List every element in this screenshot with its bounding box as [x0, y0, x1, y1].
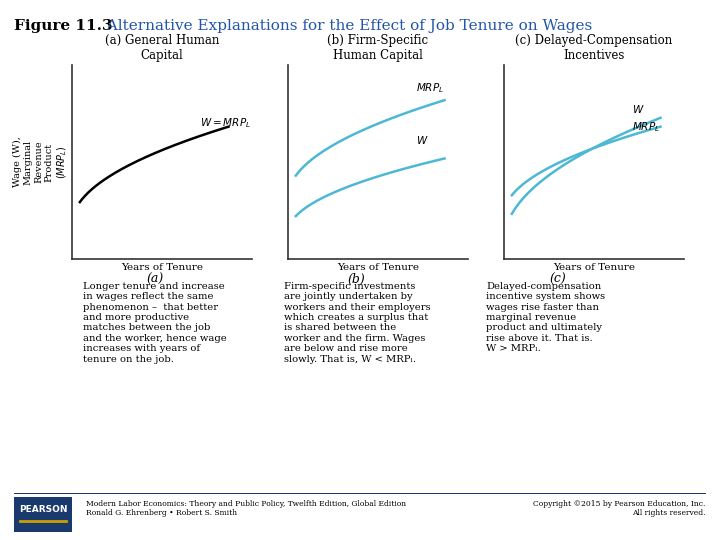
Text: (b): (b) — [348, 273, 365, 286]
Text: Copyright ©2015 by Pearson Education, Inc.
All rights reserved.: Copyright ©2015 by Pearson Education, In… — [534, 500, 706, 517]
Text: $W$: $W$ — [632, 103, 645, 114]
Y-axis label: Wage (W),
Marginal
Revenue
Product
$(MRP_L)$: Wage (W), Marginal Revenue Product $(MRP… — [14, 137, 69, 187]
Text: $W$: $W$ — [416, 134, 429, 146]
Title: (b) Firm-Specific
Human Capital: (b) Firm-Specific Human Capital — [328, 34, 428, 62]
Text: Figure 11.3: Figure 11.3 — [14, 19, 113, 33]
Text: Longer tenure and increase
in wages reflect the same
phenomenon –  that better
a: Longer tenure and increase in wages refl… — [83, 282, 227, 363]
Title: (a) General Human
Capital: (a) General Human Capital — [105, 34, 219, 62]
Text: (a): (a) — [146, 273, 163, 286]
X-axis label: Years of Tenure: Years of Tenure — [337, 264, 419, 272]
X-axis label: Years of Tenure: Years of Tenure — [553, 264, 635, 272]
Text: $MRP_L$: $MRP_L$ — [632, 120, 660, 134]
Text: Alternative Explanations for the Effect of Job Tenure on Wages: Alternative Explanations for the Effect … — [97, 19, 593, 33]
Text: Delayed-compensation
incentive system shows
wages rise faster than
marginal reve: Delayed-compensation incentive system sh… — [486, 282, 605, 353]
Text: Modern Labor Economics: Theory and Public Policy, Twelfth Edition, Global Editio: Modern Labor Economics: Theory and Publi… — [86, 500, 407, 517]
Title: (c) Delayed-Compensation
Incentives: (c) Delayed-Compensation Incentives — [516, 34, 672, 62]
Text: Firm-specific investments
are jointly undertaken by
workers and their employers
: Firm-specific investments are jointly un… — [284, 282, 431, 363]
Text: PEARSON: PEARSON — [19, 504, 68, 514]
Text: (c): (c) — [549, 273, 567, 286]
Text: $MRP_L$: $MRP_L$ — [416, 82, 444, 95]
Text: $W = MRP_L$: $W = MRP_L$ — [200, 117, 251, 131]
X-axis label: Years of Tenure: Years of Tenure — [121, 264, 203, 272]
